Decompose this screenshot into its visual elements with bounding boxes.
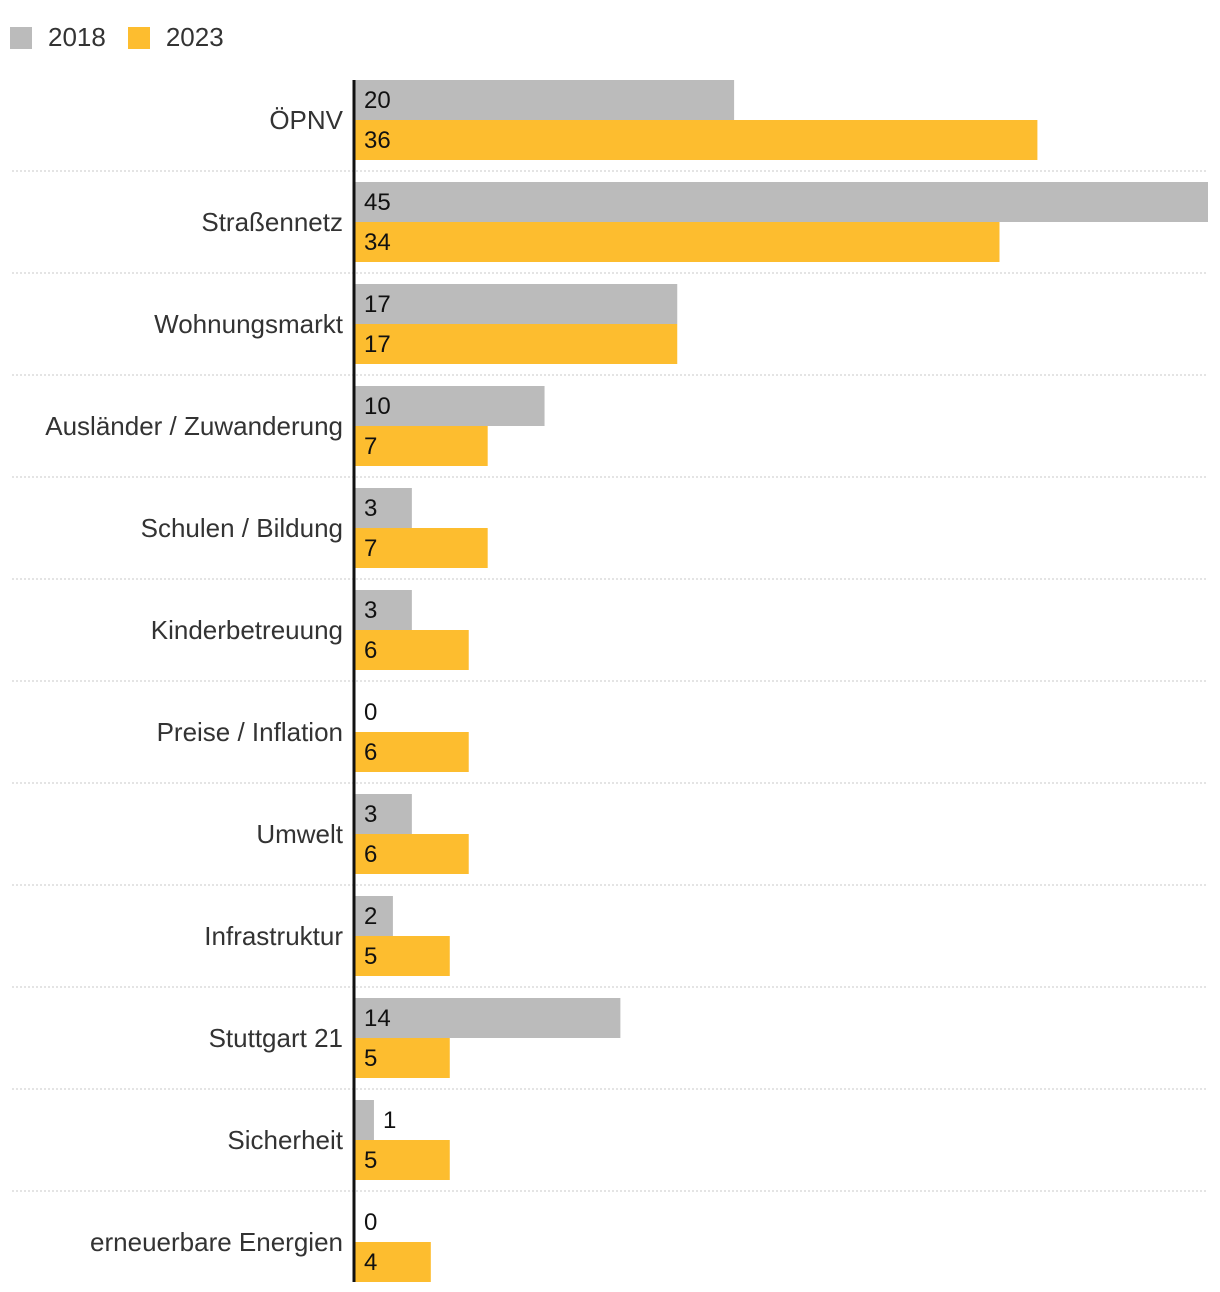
data-label-2018: 3 — [364, 801, 377, 828]
data-label-2023: 5 — [364, 943, 377, 970]
bar-2018 — [355, 284, 678, 324]
legend: 2018 2023 — [10, 22, 224, 53]
data-label-2018: 0 — [364, 699, 377, 726]
data-label-2023: 6 — [364, 739, 377, 766]
data-label-2023: 5 — [364, 1045, 377, 1072]
category-label: Straßennetz — [201, 207, 343, 237]
data-label-2018: 1 — [383, 1107, 396, 1134]
legend-label-2018: 2018 — [48, 22, 106, 52]
bar-2023 — [355, 1038, 450, 1078]
category-label: ÖPNV — [269, 105, 343, 135]
category-label: Wohnungsmarkt — [154, 309, 344, 339]
bar-2018 — [355, 998, 621, 1038]
category-label: Schulen / Bildung — [141, 513, 343, 543]
bar-2023 — [355, 120, 1038, 160]
data-label-2023: 6 — [364, 637, 377, 664]
bar-2023 — [355, 630, 469, 670]
data-label-2023: 6 — [364, 841, 377, 868]
bar-2023 — [355, 528, 488, 568]
bar-2018 — [355, 1100, 374, 1140]
legend-item-2018[interactable]: 2018 — [10, 22, 106, 53]
category-label: Stuttgart 21 — [209, 1023, 343, 1053]
legend-swatch-2018 — [10, 26, 32, 49]
bar-2023 — [355, 936, 450, 976]
category-label: Infrastruktur — [204, 921, 343, 951]
data-label-2018: 45 — [364, 189, 391, 216]
bar-2023 — [355, 732, 469, 772]
data-label-2018: 20 — [364, 87, 391, 114]
data-label-2018: 0 — [364, 1209, 377, 1236]
bar-2023 — [355, 1140, 450, 1180]
category-label: Kinderbetreuung — [151, 615, 343, 645]
legend-label-2023: 2023 — [165, 22, 224, 52]
data-label-2023: 7 — [364, 433, 377, 460]
bar-2023 — [355, 222, 1000, 262]
bar-2018 — [355, 386, 545, 426]
category-label: Ausländer / Zuwanderung — [45, 411, 343, 441]
category-label: Preise / Inflation — [157, 717, 343, 747]
data-label-2018: 3 — [364, 597, 377, 624]
bar-2018 — [355, 80, 735, 120]
data-label-2023: 4 — [364, 1249, 377, 1276]
bar-2023 — [355, 834, 469, 874]
data-label-2023: 5 — [364, 1147, 377, 1174]
data-label-2023: 36 — [364, 127, 391, 154]
bar-2018 — [355, 590, 412, 630]
data-label-2018: 14 — [364, 1005, 391, 1032]
bar-2023 — [355, 324, 678, 364]
legend-swatch-2023 — [127, 26, 150, 49]
data-label-2023: 7 — [364, 535, 377, 562]
data-label-2023: 34 — [364, 229, 391, 256]
data-label-2018: 10 — [364, 393, 391, 420]
data-label-2018: 17 — [364, 291, 391, 318]
bar-2023 — [355, 426, 488, 466]
bar-2018 — [355, 488, 412, 528]
bar-2018 — [355, 896, 393, 936]
data-label-2018: 3 — [364, 495, 377, 522]
category-label: Sicherheit — [227, 1125, 343, 1155]
category-label: Umwelt — [256, 819, 343, 849]
bar-2023 — [355, 1242, 431, 1282]
data-label-2018: 2 — [364, 903, 377, 930]
bar-2018 — [355, 182, 1208, 222]
data-label-2023: 17 — [364, 331, 391, 358]
bar-2018 — [355, 794, 412, 834]
category-label: erneuerbare Energien — [90, 1227, 343, 1257]
legend-item-2023[interactable]: 2023 — [127, 22, 224, 53]
